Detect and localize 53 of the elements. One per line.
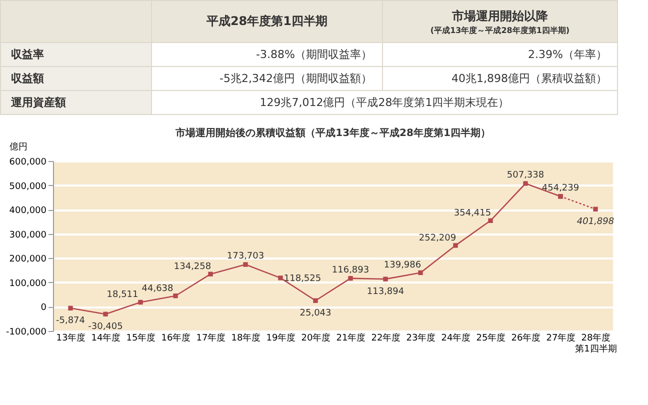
data-label: -30,405 xyxy=(88,322,123,332)
data-label: 44,638 xyxy=(142,284,174,294)
x-tick-label: 24年度 xyxy=(441,332,471,344)
x-tick-label: 28年度第1四半期 xyxy=(575,332,617,354)
x-tick-label: 17年度 xyxy=(196,332,226,344)
text: 2.39%（年率） xyxy=(382,42,618,66)
data-label: 113,894 xyxy=(366,287,404,298)
y-tick-label: 300,000 xyxy=(9,230,47,240)
data-label: 173,703 xyxy=(226,252,264,262)
data-label: 25,043 xyxy=(300,308,332,319)
data-label: 139,986 xyxy=(384,260,422,271)
y-tick-label: 500,000 xyxy=(9,182,47,192)
text: -5兆2,342億円（期間収益額） xyxy=(152,66,382,90)
x-tick-label: 13年度 xyxy=(56,332,86,344)
x-tick-label: 19年度 xyxy=(266,332,296,344)
data-label: 454,239 xyxy=(542,183,580,194)
data-label: 507,338 xyxy=(506,170,544,181)
y-tick-label: 0 xyxy=(40,303,47,314)
text: 129兆7,012億円（平成28年度第1四半期末現在） xyxy=(152,90,618,114)
x-tick-label: 26年度 xyxy=(511,332,541,344)
x-tick-label: 25年度 xyxy=(476,332,506,344)
y-tick-label: 200,000 xyxy=(9,254,47,265)
text: 収益率 xyxy=(0,42,152,66)
data-label: 18,511 xyxy=(106,290,138,300)
text: 収益額 xyxy=(0,66,152,90)
x-tick-label: 21年度 xyxy=(336,332,366,344)
x-tick-label: 14年度 xyxy=(91,332,121,344)
data-label: 401,898 xyxy=(576,217,614,228)
data-label: 116,893 xyxy=(332,265,370,276)
chart-title: 市場運用開始後の累積収益額（平成13年度～平成28年度第1四半期） xyxy=(174,127,490,139)
data-label: -5,874 xyxy=(56,316,86,326)
y-tick-label: 400,000 xyxy=(9,206,47,216)
data-label: 134,258 xyxy=(174,262,212,272)
data-label: 252,209 xyxy=(418,233,456,244)
text: 市場運用開始以降 xyxy=(452,8,548,22)
x-tick-label: 23年度 xyxy=(406,332,436,344)
y-tick-label: 600,000 xyxy=(9,158,47,168)
text: (平成13年度～平成28年度第1四半期) xyxy=(429,24,571,36)
text: 平成28年度第1四半期 xyxy=(152,0,382,42)
y-tick-label: -100,000 xyxy=(6,328,47,338)
x-tick-label: 18年度 xyxy=(231,332,261,344)
x-tick-label: 20年度 xyxy=(301,332,331,344)
x-tick-label: 22年度 xyxy=(371,332,401,344)
x-tick-label: 16年度 xyxy=(161,332,191,344)
text: 40兆1,898億円（累積収益額） xyxy=(382,66,618,90)
text: 運用資産額 xyxy=(0,90,152,114)
text: -3.88%（期間収益率） xyxy=(152,42,382,66)
data-label: 118,525 xyxy=(284,274,322,284)
x-tick-label: 15年度 xyxy=(126,332,156,344)
y-tick-label: 100,000 xyxy=(9,278,47,289)
data-label: 354,415 xyxy=(454,208,492,219)
y-axis-title: 億円 xyxy=(10,142,28,152)
x-tick-label: 27年度 xyxy=(546,332,576,344)
